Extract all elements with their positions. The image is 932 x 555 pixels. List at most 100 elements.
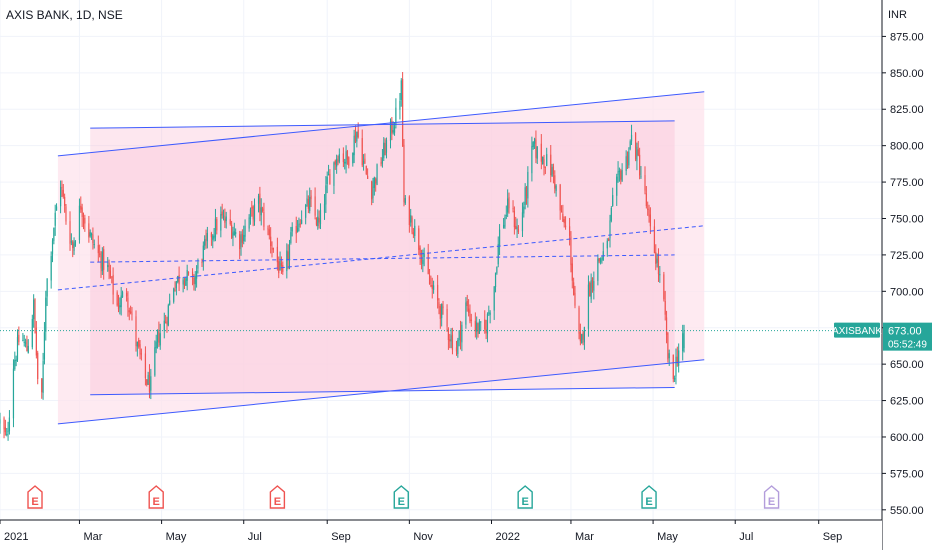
candle-body (206, 232, 208, 242)
candle-body (543, 159, 545, 168)
candle (307, 195, 309, 214)
candle (333, 161, 335, 195)
candle-body (193, 277, 195, 284)
candle (365, 165, 367, 176)
candle (319, 203, 322, 230)
inner-channel-lower[interactable] (90, 386, 675, 396)
candle (477, 322, 479, 338)
candle (400, 78, 402, 107)
candle (167, 303, 169, 327)
earnings-marker-past-beat[interactable]: E (393, 485, 409, 509)
candle (233, 222, 235, 236)
candle-body (194, 275, 196, 285)
candle-body (317, 216, 319, 227)
candle-body (253, 204, 256, 222)
candle-body (352, 152, 354, 164)
candle (310, 190, 312, 208)
earnings-marker-past-beat[interactable]: E (517, 485, 533, 509)
candle-body (484, 319, 486, 330)
candle (373, 176, 375, 196)
earnings-marker-upcoming[interactable]: E (763, 485, 780, 509)
inner-channel-upper[interactable] (90, 120, 675, 129)
candle (352, 152, 354, 167)
earnings-marker-past-beat[interactable]: E (641, 485, 657, 509)
candle (53, 227, 55, 245)
candle-body (159, 333, 161, 346)
candle-body (232, 232, 234, 239)
outer-channel-lower[interactable] (57, 359, 705, 425)
price-tick-label: 800.00 (890, 141, 924, 153)
candle-body (327, 173, 330, 176)
candle-body (288, 244, 291, 261)
candle (97, 235, 99, 263)
channel-lines[interactable] (57, 91, 705, 425)
candle-body (12, 368, 15, 419)
earnings-marker-past-miss[interactable]: E (269, 485, 286, 509)
candle-body (524, 187, 526, 205)
candle (601, 256, 603, 264)
candle (166, 316, 168, 333)
candle-body (513, 210, 515, 228)
candle (270, 227, 272, 254)
candle (348, 156, 350, 169)
candle-body (620, 170, 622, 180)
candle-body (326, 176, 328, 185)
price-axis[interactable]: INR 875.00 850.00 825.00 800.00 775.00 750.00 7… (832, 0, 932, 550)
candle-body (489, 312, 491, 315)
earnings-marker-past-miss[interactable]: E (148, 485, 164, 509)
candle-body (372, 186, 374, 198)
candle-body (559, 184, 561, 211)
candle-body (512, 208, 514, 210)
candle-body (318, 218, 320, 223)
time-tick-label: Sep (331, 531, 351, 543)
candle (45, 290, 47, 341)
last-price-symbol-tag: AXISBANK (832, 322, 882, 338)
candle (7, 421, 9, 441)
candle (608, 237, 610, 242)
candle-body (672, 354, 674, 380)
midline-outer[interactable] (57, 225, 705, 291)
candle-body (383, 142, 385, 159)
candle-body (617, 171, 619, 176)
candle-body (373, 177, 375, 189)
candle (455, 340, 458, 356)
candle (657, 248, 660, 282)
candle (37, 350, 39, 385)
candle (128, 307, 130, 321)
candle (555, 184, 557, 197)
time-axis[interactable]: 2021 Mar May Jul Sep Nov 2022 Mar May Jul Sep (0, 519, 882, 550)
candle-body (3, 418, 5, 430)
candle-body (212, 235, 214, 240)
time-tick-label: 2021 (4, 531, 28, 543)
candle (489, 310, 491, 324)
candle (338, 148, 340, 164)
candle (329, 169, 331, 185)
price-tick-label: 775.00 (890, 177, 924, 189)
candle-body (574, 292, 576, 306)
candle-body (248, 217, 250, 229)
candle-body (367, 175, 369, 179)
earnings-marker-past-miss[interactable]: E (27, 485, 43, 509)
candle-body (178, 274, 180, 285)
candle (259, 186, 261, 222)
candle (70, 233, 72, 246)
candle-body (535, 139, 537, 158)
candle (54, 204, 56, 236)
candle-body (263, 211, 265, 227)
candle-body (639, 154, 641, 176)
countdown-value: 05:52:49 (888, 340, 927, 351)
candle (243, 225, 245, 245)
candle-body (656, 258, 658, 263)
candle-body (125, 293, 128, 297)
candle (344, 158, 346, 170)
candle-body (244, 225, 246, 237)
candle (461, 321, 463, 352)
candle-body (640, 176, 642, 178)
candle-body (497, 243, 499, 265)
candle-body (272, 247, 274, 250)
outer-channel-upper[interactable] (57, 91, 705, 157)
candle (315, 217, 318, 227)
